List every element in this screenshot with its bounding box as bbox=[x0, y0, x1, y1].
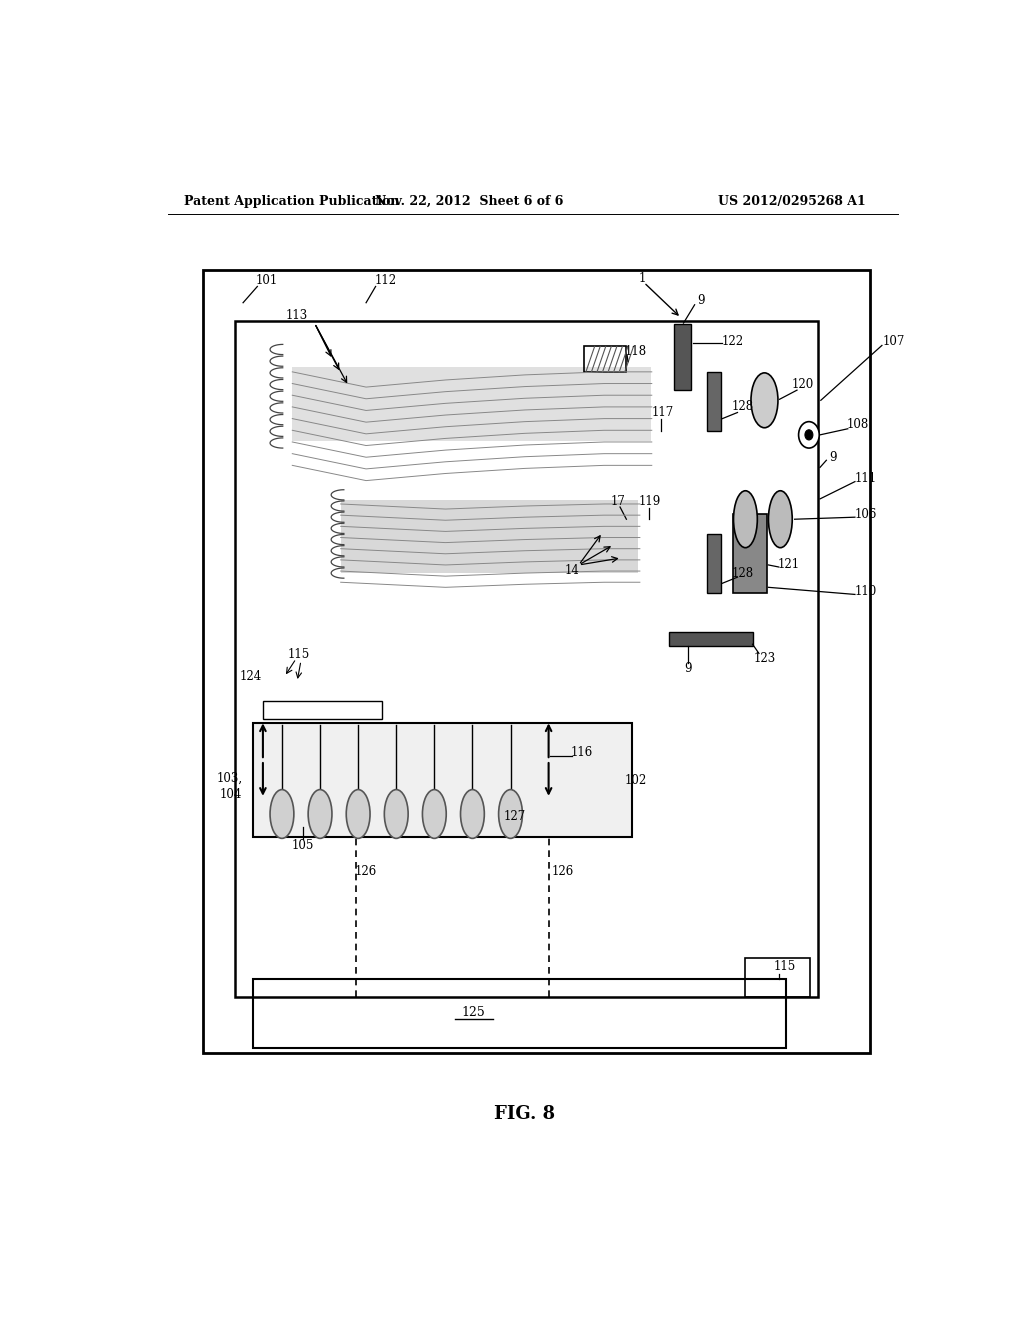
Text: 119: 119 bbox=[639, 495, 662, 508]
Text: 101: 101 bbox=[256, 273, 278, 286]
Bar bbox=[236, 321, 818, 997]
Text: 120: 120 bbox=[792, 378, 814, 391]
Circle shape bbox=[805, 430, 813, 440]
Text: 121: 121 bbox=[777, 558, 800, 572]
Text: 116: 116 bbox=[570, 747, 593, 759]
Text: 127: 127 bbox=[504, 809, 525, 822]
Ellipse shape bbox=[423, 789, 446, 838]
Text: 126: 126 bbox=[355, 866, 377, 878]
Text: 9: 9 bbox=[697, 294, 705, 308]
Text: 107: 107 bbox=[883, 335, 905, 348]
Text: 118: 118 bbox=[625, 345, 647, 358]
Text: 125: 125 bbox=[462, 1006, 485, 1019]
Text: 14: 14 bbox=[565, 564, 580, 577]
Ellipse shape bbox=[751, 372, 778, 428]
Ellipse shape bbox=[461, 789, 484, 838]
Text: 117: 117 bbox=[651, 407, 674, 418]
Text: 124: 124 bbox=[240, 671, 262, 684]
Bar bbox=[670, 632, 753, 647]
Text: 1: 1 bbox=[639, 272, 646, 285]
Circle shape bbox=[799, 421, 819, 447]
Text: 105: 105 bbox=[292, 840, 313, 851]
Bar bbox=[253, 722, 632, 837]
Bar bbox=[292, 367, 651, 441]
Text: Patent Application Publication: Patent Application Publication bbox=[183, 194, 399, 207]
Text: 9: 9 bbox=[684, 663, 692, 675]
Bar bbox=[204, 271, 870, 1053]
Bar bbox=[253, 978, 785, 1048]
Text: 126: 126 bbox=[552, 866, 574, 878]
Text: 9: 9 bbox=[829, 450, 837, 463]
Bar bbox=[708, 372, 721, 430]
Bar bbox=[584, 346, 627, 372]
Bar bbox=[341, 500, 638, 573]
Bar bbox=[733, 515, 767, 594]
Bar bbox=[745, 958, 811, 997]
Text: 122: 122 bbox=[722, 335, 743, 348]
Text: 123: 123 bbox=[754, 652, 775, 665]
Ellipse shape bbox=[270, 789, 294, 838]
Text: Nov. 22, 2012  Sheet 6 of 6: Nov. 22, 2012 Sheet 6 of 6 bbox=[375, 194, 563, 207]
Bar bbox=[263, 701, 382, 719]
Text: 111: 111 bbox=[855, 473, 878, 484]
Text: 128: 128 bbox=[732, 400, 754, 413]
Text: 115: 115 bbox=[774, 960, 797, 973]
Ellipse shape bbox=[384, 789, 409, 838]
Text: 104: 104 bbox=[220, 788, 243, 801]
Text: 113: 113 bbox=[286, 309, 308, 322]
Text: FIG. 8: FIG. 8 bbox=[495, 1105, 555, 1123]
Ellipse shape bbox=[308, 789, 332, 838]
Text: 106: 106 bbox=[855, 508, 878, 520]
Text: 110: 110 bbox=[855, 585, 878, 598]
Ellipse shape bbox=[768, 491, 793, 548]
Text: 17: 17 bbox=[611, 495, 626, 508]
Text: 102: 102 bbox=[625, 774, 647, 787]
Ellipse shape bbox=[499, 789, 522, 838]
Text: 115: 115 bbox=[288, 648, 309, 661]
Ellipse shape bbox=[733, 491, 758, 548]
Text: 112: 112 bbox=[375, 273, 397, 286]
Text: 108: 108 bbox=[847, 418, 869, 432]
Text: 103,: 103, bbox=[216, 772, 243, 785]
Bar bbox=[708, 535, 721, 594]
Text: 128: 128 bbox=[732, 566, 754, 579]
Text: US 2012/0295268 A1: US 2012/0295268 A1 bbox=[718, 194, 866, 207]
Bar bbox=[674, 325, 691, 391]
Ellipse shape bbox=[346, 789, 370, 838]
